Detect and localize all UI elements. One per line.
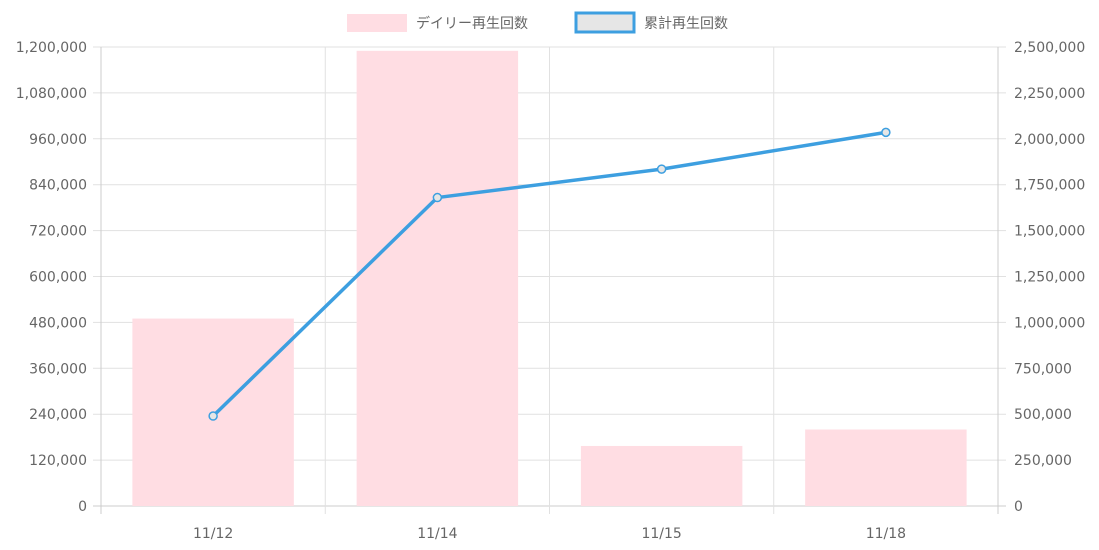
y-right-tick-label: 1,750,000 bbox=[1014, 178, 1085, 194]
y-right-tick-label: 0 bbox=[1014, 499, 1023, 515]
legend: デイリー再生回数 累計再生回数 bbox=[347, 11, 728, 34]
y-right-tick-label: 1,000,000 bbox=[1014, 315, 1085, 331]
legend-label-daily: デイリー再生回数 bbox=[416, 15, 528, 32]
bar bbox=[356, 50, 519, 506]
line-series bbox=[208, 127, 891, 421]
x-tick-label: 11/15 bbox=[641, 526, 681, 542]
legend-swatch-cumulative bbox=[574, 11, 636, 34]
bar bbox=[580, 445, 743, 506]
y-left-tick-label: 1,200,000 bbox=[16, 40, 87, 56]
y-left-tick-label: 840,000 bbox=[29, 178, 87, 194]
legend-swatch-daily bbox=[347, 14, 407, 32]
y-left-tick-label: 1,080,000 bbox=[16, 86, 87, 102]
x-tick-label: 11/14 bbox=[417, 526, 457, 542]
y-right-tick-label: 2,500,000 bbox=[1014, 40, 1085, 56]
y-right-tick-label: 2,250,000 bbox=[1014, 86, 1085, 102]
y-right-tick-label: 2,000,000 bbox=[1014, 132, 1085, 148]
legend-label-cumulative: 累計再生回数 bbox=[644, 16, 728, 32]
y-left-tick-label: 480,000 bbox=[29, 315, 87, 331]
line-point bbox=[881, 127, 891, 138]
y-left-tick-label: 240,000 bbox=[29, 407, 87, 423]
x-tick-label: 11/18 bbox=[866, 526, 906, 542]
y-left-tick-label: 960,000 bbox=[29, 132, 87, 148]
line-point bbox=[432, 192, 443, 203]
series-line bbox=[211, 130, 887, 418]
y-right-tick-label: 1,500,000 bbox=[1014, 224, 1085, 240]
y-left-tick-label: 120,000 bbox=[29, 453, 87, 469]
y-left-tick-label: 0 bbox=[78, 499, 87, 515]
y-right-tick-label: 250,000 bbox=[1014, 453, 1072, 469]
y-left-tick-label: 600,000 bbox=[29, 270, 87, 286]
y-left-tick-label: 360,000 bbox=[29, 361, 87, 377]
y-left-tick-label: 720,000 bbox=[29, 224, 87, 240]
line-point bbox=[208, 411, 218, 421]
y-right-tick-label: 750,000 bbox=[1014, 361, 1072, 377]
line-point bbox=[656, 164, 667, 174]
bar bbox=[805, 429, 967, 506]
x-tick-label: 11/12 bbox=[193, 526, 233, 542]
y-right-tick-label: 1,250,000 bbox=[1014, 270, 1085, 286]
axes: 0 120,000 240,000 360,000 480,000 600,000 720,… bbox=[16, 40, 1086, 542]
y-right-tick-label: 500,000 bbox=[1014, 407, 1072, 423]
